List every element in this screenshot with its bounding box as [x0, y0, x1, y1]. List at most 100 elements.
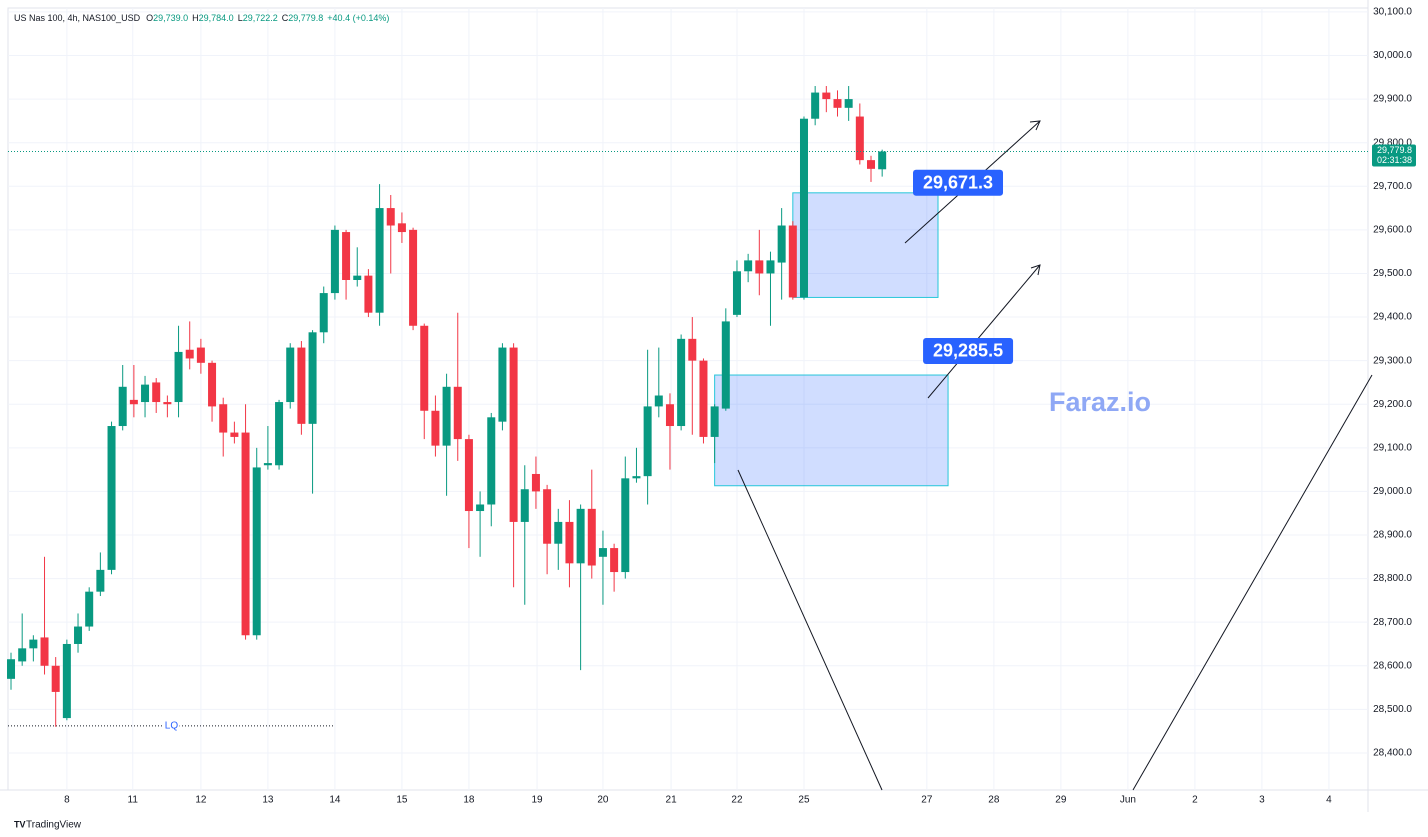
candle-body [342, 232, 351, 280]
level: LQ [8, 719, 335, 734]
x-tick-label: 13 [262, 795, 274, 806]
candle-body [799, 118, 808, 298]
y-tick-label: 29,400.0 [1373, 312, 1412, 323]
candle-body [755, 260, 764, 274]
candle-body [107, 426, 116, 570]
candle-body [386, 208, 395, 226]
y-tick-label: 28,600.0 [1373, 660, 1412, 671]
candle-body [543, 489, 552, 544]
watermark: Faraz.io [1049, 387, 1151, 417]
candle-body [822, 92, 831, 100]
candle-body [487, 417, 496, 505]
y-tick-label: 30,100.0 [1373, 7, 1412, 18]
candle-body [241, 432, 250, 636]
header-change: +40.4 (+0.14%) [327, 13, 389, 23]
y-tick-label: 28,900.0 [1373, 530, 1412, 541]
candle-body [777, 225, 786, 263]
price-label-box [923, 337, 1014, 364]
last-price-tag [1372, 144, 1416, 167]
candle-body [286, 347, 295, 403]
header-value: 29,739.0 [153, 13, 188, 23]
y-tick-label: 29,200.0 [1373, 399, 1412, 410]
candle-body [710, 406, 719, 437]
candle-body [811, 92, 820, 119]
candle-body [788, 225, 797, 298]
y-tick-label: 28,800.0 [1373, 573, 1412, 584]
x-tick-label: 25 [798, 795, 810, 806]
y-tick-label: 29,300.0 [1373, 355, 1412, 366]
x-tick-label: 4 [1326, 795, 1332, 806]
y-tick-label: 29,900.0 [1373, 94, 1412, 105]
trend-line [737, 469, 883, 791]
brand-name: TradingView [26, 820, 82, 831]
trend-line [1132, 374, 1373, 791]
candle-body [654, 395, 663, 407]
candle-body [62, 643, 71, 719]
y-tick-label: 29,700.0 [1373, 181, 1412, 192]
y-tick-label: 29,800.0 [1373, 137, 1412, 148]
candle-body [420, 325, 429, 411]
x-tick-label: 11 [128, 795, 139, 806]
countdown: 02:31:38 [1377, 155, 1412, 165]
price-label: 29,285.5 [933, 341, 1003, 361]
y-tick-label: 29,000.0 [1373, 486, 1412, 497]
candle-body [330, 229, 339, 294]
candle-body [163, 402, 172, 405]
candle-body [118, 386, 127, 427]
header-prefix: H [192, 13, 199, 23]
candle-body [208, 362, 217, 407]
candle-body [275, 402, 284, 466]
last-price-label: 29,779.8 [1377, 145, 1412, 155]
candle-body [129, 399, 138, 405]
candle-body [152, 382, 161, 403]
candle-body [643, 406, 652, 477]
candle-body [51, 665, 60, 692]
y-tick-label: 28,400.0 [1373, 748, 1412, 759]
candle-body [297, 347, 306, 424]
candle-body [464, 439, 473, 512]
candle-body [453, 386, 462, 440]
candle-body [621, 478, 630, 573]
candle-body [855, 116, 864, 161]
candle-body [96, 569, 105, 592]
candles [7, 86, 887, 727]
candle-body [230, 432, 239, 437]
candle-body [319, 293, 328, 333]
trend-arrow [927, 264, 1041, 399]
header-title: US Nas 100, 4h, NAS100_USD [14, 13, 141, 23]
candle-body [431, 410, 440, 446]
x-tick-label: 8 [64, 795, 70, 806]
candle-body [632, 476, 641, 479]
candle-body [565, 521, 574, 564]
candle-body [844, 99, 853, 108]
candle-body [732, 271, 741, 315]
y-tick-label: 29,500.0 [1373, 268, 1412, 279]
price-label: 29,671.3 [923, 173, 993, 193]
arrow-head [1029, 120, 1041, 131]
y-tick-label: 30,000.0 [1373, 50, 1412, 61]
candle-body [397, 223, 406, 233]
x-tick-label: 18 [463, 795, 475, 806]
header-prefix: O [146, 13, 153, 23]
y-tick-label: 29,100.0 [1373, 442, 1412, 453]
x-tick-label: 12 [195, 795, 207, 806]
candle-body [878, 151, 887, 170]
candle-body [40, 637, 49, 666]
candle-body [531, 473, 540, 492]
brand-logo: TV [14, 819, 26, 829]
candle-body [744, 260, 753, 272]
candle-body [409, 229, 418, 326]
x-tick-label: 3 [1259, 795, 1265, 806]
candle-body [677, 338, 686, 427]
candle-body [364, 275, 373, 313]
header-value: 29,779.8 [288, 13, 323, 23]
zone-box [714, 374, 949, 487]
candle-body [833, 99, 842, 108]
candle-body [174, 351, 183, 403]
candle-body [509, 347, 518, 522]
x-tick-label: 2 [1192, 795, 1198, 806]
header-prefix: C [282, 13, 289, 23]
y-tick-label: 28,500.0 [1373, 704, 1412, 715]
header-value: 29,722.2 [243, 13, 278, 23]
